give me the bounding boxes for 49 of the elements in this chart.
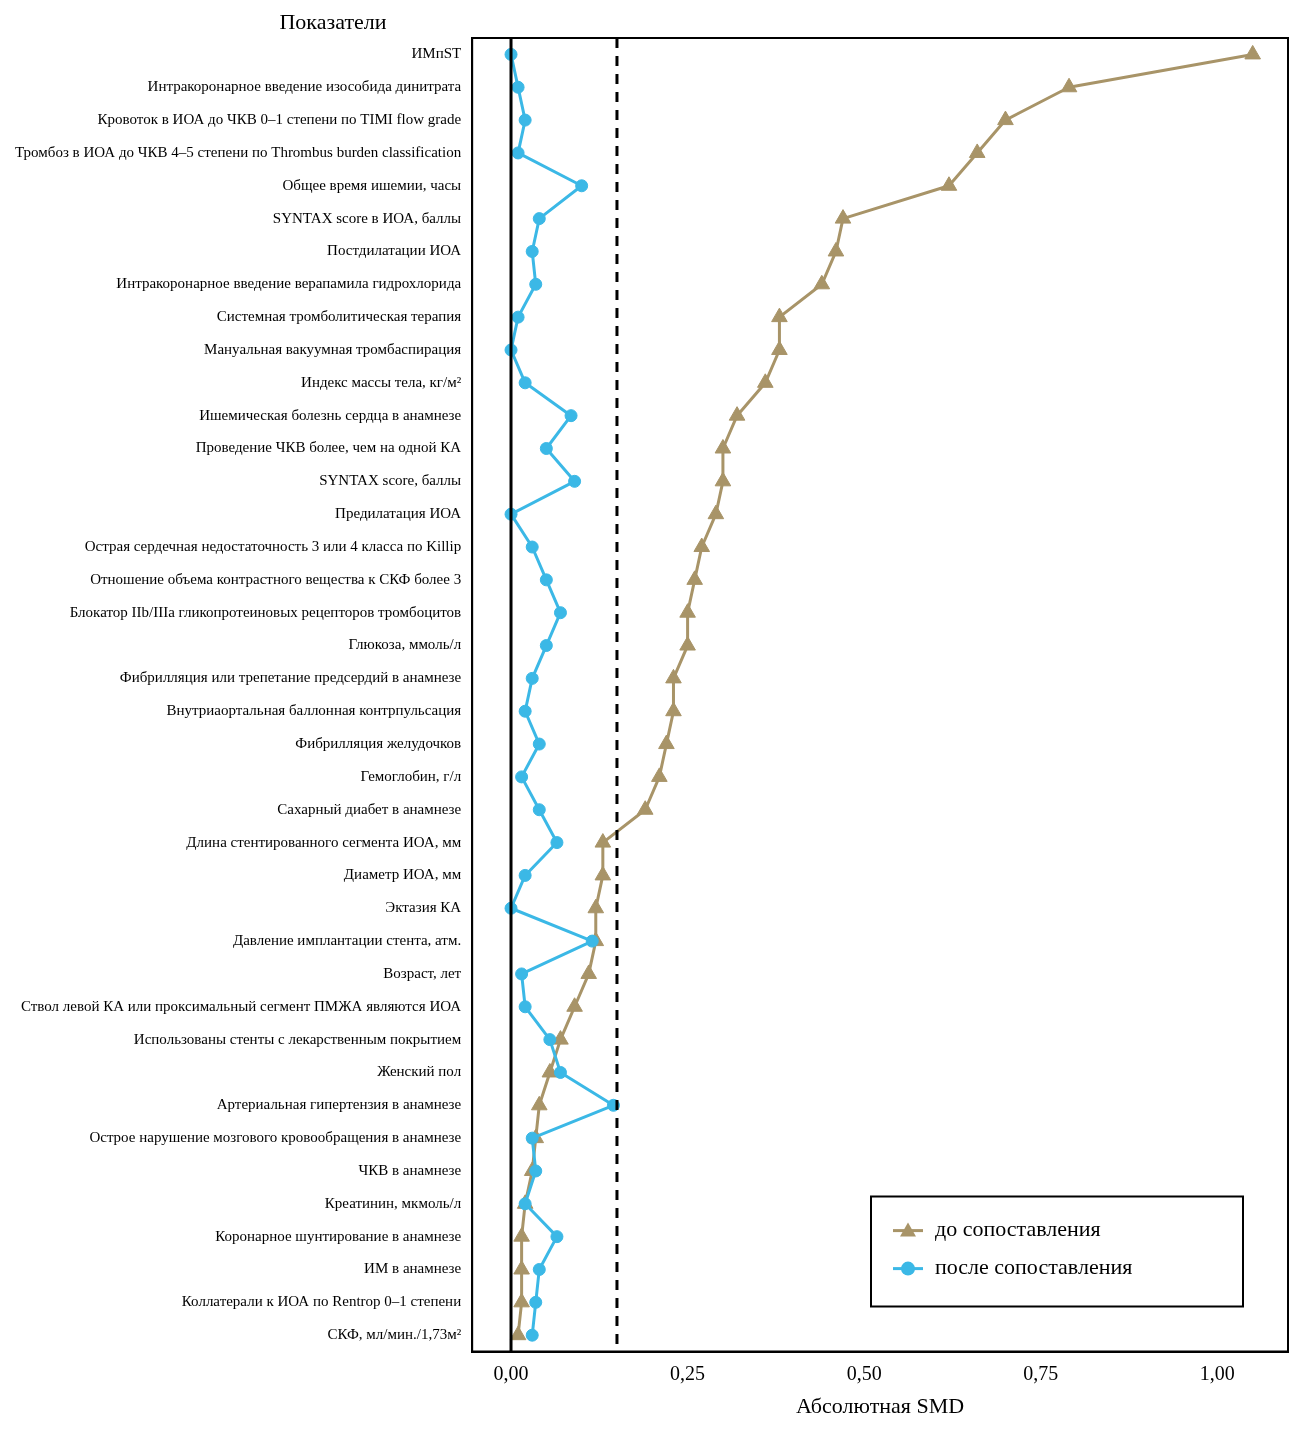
- y-tick-label: Мануальная вакуумная тромбаспирация: [204, 340, 462, 357]
- x-axis-title: Абсолютная SMD: [796, 1392, 965, 1418]
- y-tick-label: ИМпST: [411, 45, 462, 62]
- y-tick-label: Постдилатации ИОА: [327, 242, 462, 259]
- y-tick-label: ЧКВ в анамнезе: [358, 1161, 462, 1178]
- x-tick-label: 1,00: [1199, 1361, 1235, 1384]
- y-tick-label: Эктазия КА: [385, 899, 462, 916]
- y-tick-label: Коллатерали к ИОА по Rentrop 0–1 степени: [181, 1293, 462, 1310]
- y-tick-label: Острое нарушение мозгового кровообращения в анамнезе: [89, 1129, 462, 1146]
- y-tick-label: Давление имплантации стента, атм.: [232, 932, 462, 949]
- y-tick-label: Кровоток в ИОА до ЧКВ 0–1 степени по TIMI flow grade: [97, 111, 462, 128]
- y-tick-label: Общее время ишемии, часы: [282, 176, 462, 193]
- y-tick-label: Проведение ЧКВ более, чем на одной КА: [195, 439, 462, 456]
- y-tick-label: Сахарный диабет в анамнезе: [277, 800, 462, 817]
- y-tick-label: Интракоронарное введение изособида динитрата: [147, 78, 462, 95]
- legend-label: до сопоставления: [935, 1216, 1101, 1242]
- y-tick-label: Ствол левой КА или проксимальный сегмент ПМЖА являются ИОА: [20, 997, 462, 1014]
- x-tick-label: 0,00: [493, 1361, 529, 1384]
- legend-label: после сопоставления: [935, 1254, 1133, 1280]
- y-tick-label: Индекс массы тела, кг/м²: [301, 373, 462, 390]
- y-tick-label: Гемоглобин, г/л: [360, 767, 462, 784]
- x-tick-label: 0,75: [1023, 1361, 1059, 1384]
- y-tick-label: Женский пол: [377, 1063, 462, 1080]
- y-tick-label: Внутриаортальная баллонная контрпульсация: [166, 702, 462, 719]
- y-tick-label: Интракоронарное введение верапамила гидрохлорида: [116, 275, 462, 292]
- y-tick-label: Отношение объема контрастного вещества к СКФ более 3: [90, 570, 462, 587]
- y-tick-label: Системная тромболитическая терапия: [216, 308, 462, 325]
- y-tick-label: Длина стентированного сегмента ИОА, мм: [186, 833, 462, 850]
- y-tick-label: Предилатация ИОА: [335, 505, 462, 522]
- y-tick-label: Возраст, лет: [383, 964, 462, 981]
- y-tick-label: Диаметр ИОА, мм: [343, 866, 462, 883]
- y-tick-label: ИМ в анамнезе: [364, 1260, 462, 1277]
- y-tick-label: Блокатор IIb/IIIa гликопротеиновых рецепторов тромбоцитов: [69, 603, 462, 620]
- y-tick-label: Коронарное шунтирование в анамнезе: [215, 1227, 462, 1244]
- y-tick-label: Острая сердечная недостаточность 3 или 4 класса по Killip: [84, 537, 462, 554]
- y-tick-label: SYNTAX score, баллы: [319, 472, 462, 489]
- y-tick-label: Ишемическая болезнь сердца в анамнезе: [199, 406, 462, 423]
- y-tick-label: СКФ, мл/мин./1,73м²: [327, 1326, 462, 1343]
- y-tick-label: Креатинин, мкмоль/л: [324, 1194, 462, 1211]
- y-tick-label: Фибрилляция или трепетание предсердий в анамнезе: [119, 669, 462, 686]
- x-tick-label: 0,25: [670, 1361, 706, 1384]
- y-tick-label: Артериальная гипертензия в анамнезе: [216, 1096, 462, 1113]
- y-axis-title: Показатели: [279, 8, 387, 34]
- y-tick-label: Глюкоза, ммоль/л: [348, 636, 462, 653]
- x-tick-label: 0,50: [846, 1361, 882, 1384]
- y-tick-label: Фибрилляция желудочков: [295, 735, 462, 751]
- y-tick-label: Тромбоз в ИОА до ЧКВ 4–5 степени по Thrombus burden classification: [15, 143, 462, 160]
- y-tick-label: Использованы стенты с лекарственным покрытием: [133, 1030, 462, 1047]
- y-tick-label: SYNTAX score в ИОА, баллы: [272, 209, 462, 226]
